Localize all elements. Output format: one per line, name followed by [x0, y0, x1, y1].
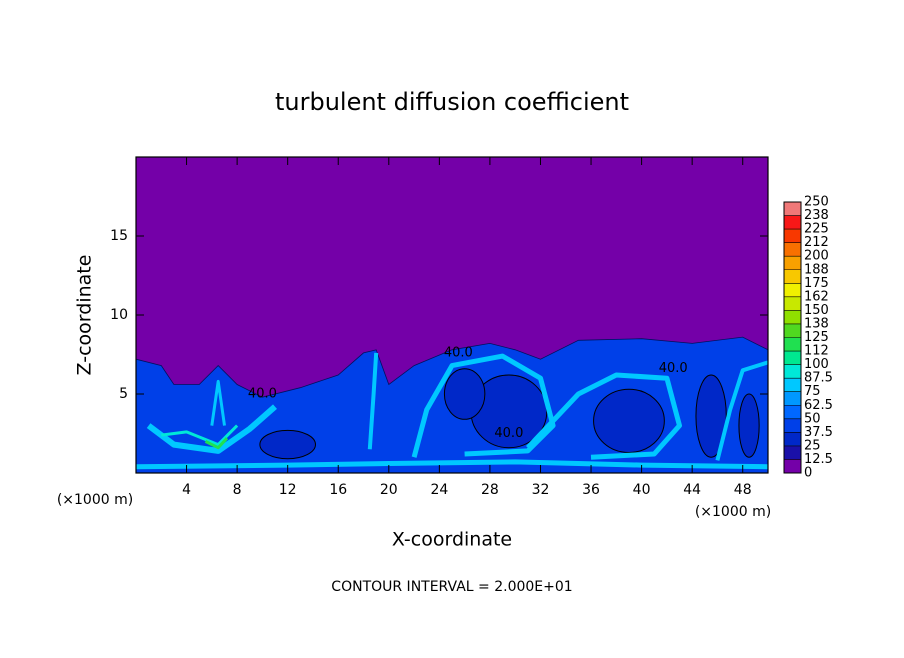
colorbar-swatch: [784, 229, 801, 243]
colorbar-label: 75: [804, 384, 821, 399]
colorbar-swatch: [784, 283, 801, 297]
contour-label: 40.0: [494, 426, 523, 441]
y-tick-label: 15: [110, 228, 128, 244]
colorbar-label: 50: [804, 411, 821, 426]
field-region: [161, 424, 239, 447]
x-tick-label: 40: [633, 482, 651, 498]
x-tick-label: 44: [683, 482, 701, 498]
colorbar-label: 200: [804, 249, 829, 264]
x-tick-label: 32: [532, 482, 550, 498]
chart-title: turbulent diffusion coefficient: [275, 88, 629, 116]
x-tick-label: 20: [380, 482, 398, 498]
field-region: [695, 374, 727, 458]
x-tick-label: 28: [481, 482, 499, 498]
colorbar-swatch: [784, 364, 801, 379]
colorbar-swatch: [784, 323, 801, 338]
x-tick-label: 4: [182, 482, 191, 498]
colorbar-swatch: [784, 378, 801, 392]
y-unit: (×1000 m): [57, 492, 133, 508]
colorbar-swatch: [784, 351, 801, 365]
field-region: [593, 388, 665, 453]
colorbar-swatch: [784, 459, 801, 473]
colorbar-label: 238: [804, 208, 829, 223]
field-region: [135, 459, 769, 470]
x-unit: (×1000 m): [695, 504, 771, 520]
field-region: [715, 360, 769, 461]
y-tick-label: 5: [119, 386, 128, 402]
colorbar-swatch: [784, 391, 801, 406]
colorbar-label: 250: [804, 195, 829, 210]
colorbar-swatch: [784, 418, 801, 433]
colorbar-label: 87.5: [804, 371, 833, 386]
colorbar-label: 37.5: [804, 425, 833, 440]
colorbar-label: 12.5: [804, 452, 833, 467]
colorbar-label: 175: [804, 276, 829, 291]
colorbar-swatch: [784, 432, 801, 446]
x-tick-label: 12: [279, 482, 297, 498]
field-region: [210, 379, 226, 426]
field-region: [204, 437, 229, 450]
colorbar-swatch: [784, 337, 801, 352]
y-tick-label: 10: [110, 307, 128, 323]
colorbar-swatch: [784, 405, 801, 419]
colorbar-label: 212: [804, 235, 829, 250]
colorbar-swatch: [784, 202, 801, 216]
footer-note: CONTOUR INTERVAL = 2.000E+01: [331, 579, 572, 595]
field-region: [443, 368, 486, 420]
colorbar-label: 150: [804, 303, 829, 318]
colorbar-label: 188: [804, 262, 829, 277]
field-region: [367, 352, 379, 450]
colorbar-label: 25: [804, 438, 821, 453]
contour-label: 40.0: [248, 387, 277, 402]
field-region: [525, 372, 682, 460]
colorbar-label: 112: [804, 344, 829, 359]
contour-label: 40.0: [444, 345, 473, 360]
colorbar-label: 100: [804, 357, 829, 372]
contour-label: 40.0: [659, 361, 688, 376]
colorbar-label: 0: [804, 466, 812, 481]
field-region: [738, 393, 760, 458]
colorbar-label: 62.5: [804, 398, 833, 413]
colorbar-label: 162: [804, 289, 829, 304]
colorbar-swatch: [784, 310, 801, 324]
x-tick-label: 16: [329, 482, 347, 498]
colorbar-label: 125: [804, 330, 829, 345]
colorbar-swatch: [784, 269, 801, 284]
field-region: [259, 429, 316, 460]
field-region: [146, 404, 277, 454]
colorbar-swatch: [784, 215, 801, 230]
x-tick-label: 24: [430, 482, 448, 498]
x-tick-label: 36: [582, 482, 600, 498]
x-tick-label: 8: [233, 482, 242, 498]
colorbar-swatch: [784, 445, 801, 460]
x-tick-label: 48: [734, 482, 752, 498]
y-axis-label: Z-coordinate: [74, 255, 96, 376]
colorbar-label: 138: [804, 316, 829, 331]
colorbar-swatch: [784, 296, 801, 311]
x-axis-label: X-coordinate: [392, 529, 512, 551]
colorbar-swatch: [784, 256, 801, 270]
colorbar-swatch: [784, 242, 801, 257]
colorbar-label: 225: [804, 222, 829, 237]
